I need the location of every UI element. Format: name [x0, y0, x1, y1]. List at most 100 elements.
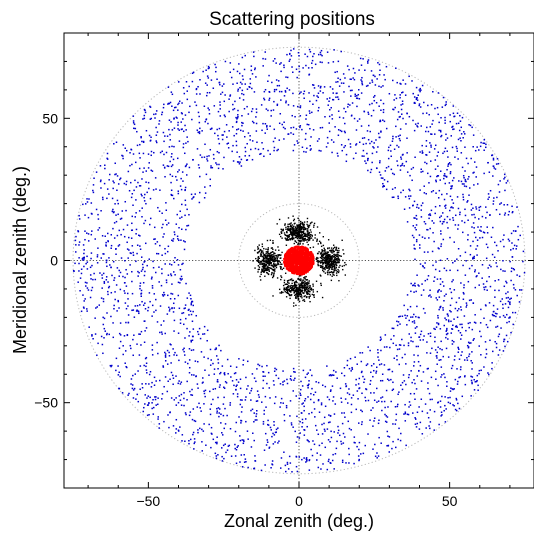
- annulus-point: [439, 130, 442, 133]
- annulus-point: [292, 426, 294, 428]
- cross-cluster-point: [339, 264, 341, 267]
- annulus-point: [372, 425, 374, 427]
- annulus-point: [84, 203, 87, 205]
- annulus-point: [150, 136, 152, 138]
- annulus-point: [438, 189, 441, 192]
- cross-cluster-point: [261, 245, 264, 248]
- annulus-point: [415, 418, 417, 420]
- cross-cluster-point: [319, 256, 322, 259]
- annulus-point: [250, 446, 253, 448]
- annulus-point: [151, 170, 154, 172]
- annulus-point: [445, 101, 447, 103]
- annulus-point: [118, 332, 121, 335]
- annulus-point: [488, 171, 491, 173]
- annulus-point: [244, 146, 246, 149]
- annulus-point: [459, 114, 461, 117]
- cross-cluster-point: [322, 267, 324, 269]
- cross-cluster-point: [299, 279, 302, 282]
- annulus-point: [335, 447, 338, 450]
- annulus-point: [330, 106, 332, 109]
- annulus-point: [465, 260, 467, 262]
- cross-cluster-point: [342, 259, 344, 262]
- cross-cluster-point: [271, 276, 274, 279]
- cross-cluster-point: [295, 230, 297, 233]
- annulus-point: [285, 101, 287, 104]
- cross-cluster-point: [333, 256, 335, 258]
- annulus-point: [144, 308, 147, 310]
- annulus-point: [478, 345, 480, 347]
- annulus-point: [492, 175, 494, 177]
- annulus-point: [208, 91, 211, 94]
- annulus-point: [483, 149, 485, 152]
- annulus-point: [309, 149, 312, 151]
- annulus-point: [124, 147, 126, 149]
- cross-cluster-point: [329, 257, 331, 259]
- cross-cluster-point: [304, 239, 307, 241]
- annulus-point: [342, 432, 345, 435]
- annulus-point: [138, 312, 140, 315]
- annulus-point: [425, 139, 428, 142]
- annulus-point: [152, 413, 155, 415]
- annulus-point: [487, 372, 489, 374]
- annulus-point: [436, 363, 438, 365]
- annulus-point: [472, 134, 475, 136]
- annulus-point: [455, 399, 458, 401]
- annulus-point: [327, 460, 330, 463]
- annulus-point: [224, 380, 227, 383]
- cross-cluster-point: [291, 227, 294, 230]
- cross-cluster-point: [274, 256, 276, 259]
- annulus-point: [203, 403, 205, 405]
- annulus-point: [165, 279, 168, 281]
- annulus-point: [443, 173, 446, 175]
- annulus-point: [202, 377, 204, 379]
- cross-cluster-point: [290, 222, 292, 224]
- annulus-point: [203, 105, 206, 107]
- annulus-point: [169, 139, 172, 141]
- annulus-point: [194, 441, 196, 443]
- annulus-point: [518, 301, 521, 303]
- annulus-point: [455, 397, 458, 400]
- annulus-point: [449, 195, 452, 198]
- cross-cluster-point: [266, 262, 268, 265]
- cross-cluster-point: [276, 256, 278, 258]
- annulus-point: [188, 166, 191, 169]
- cross-cluster-point: [321, 259, 323, 262]
- annulus-point: [419, 364, 422, 367]
- cross-cluster-point: [286, 235, 288, 237]
- annulus-point: [140, 193, 143, 196]
- annulus-point: [450, 291, 453, 294]
- cross-cluster-point: [330, 279, 333, 282]
- annulus-point: [157, 403, 159, 406]
- annulus-point: [434, 336, 436, 339]
- cross-cluster-point: [282, 284, 285, 287]
- annulus-point: [461, 220, 463, 222]
- annulus-point: [331, 88, 334, 90]
- cross-cluster-point: [290, 284, 292, 287]
- annulus-point: [480, 369, 482, 372]
- annulus-point: [320, 150, 322, 152]
- annulus-point: [170, 274, 173, 277]
- annulus-point: [343, 130, 346, 133]
- annulus-point: [180, 393, 183, 396]
- annulus-point: [286, 53, 288, 56]
- annulus-point: [393, 173, 396, 176]
- annulus-point: [341, 461, 344, 463]
- cross-cluster-point: [258, 250, 261, 253]
- annulus-point: [446, 258, 449, 260]
- annulus-point: [367, 84, 369, 87]
- cross-cluster-point: [299, 278, 301, 281]
- cross-cluster-point: [268, 264, 270, 266]
- annulus-point: [323, 422, 325, 425]
- annulus-point: [370, 140, 373, 143]
- annulus-point: [454, 355, 456, 357]
- annulus-point: [195, 93, 198, 95]
- cross-cluster-point: [300, 220, 302, 223]
- cross-cluster-point: [334, 268, 336, 270]
- annulus-point: [322, 92, 324, 94]
- annulus-point: [253, 68, 256, 71]
- annulus-point: [492, 350, 494, 353]
- annulus-point: [220, 422, 222, 424]
- cross-cluster-point: [296, 291, 298, 293]
- annulus-point: [435, 180, 437, 183]
- annulus-point: [296, 76, 298, 79]
